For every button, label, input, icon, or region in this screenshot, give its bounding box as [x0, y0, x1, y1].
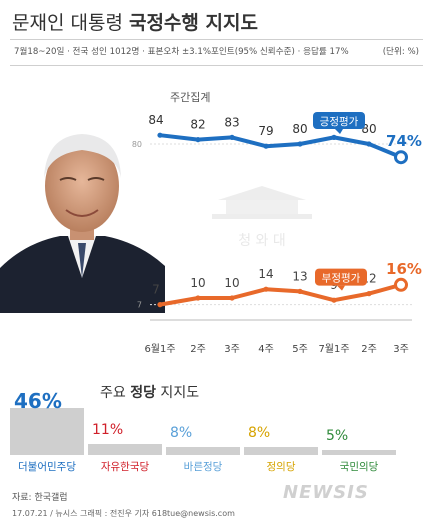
- header-divider-top: [10, 39, 423, 40]
- series-negative: 71010141391216%부정평가: [152, 260, 422, 308]
- data-point: [366, 141, 372, 147]
- data-point: [157, 132, 163, 138]
- approval-trend-chart: 주간집계 청 와 대 780 8482837980838074%긍정평가7101…: [132, 91, 422, 355]
- data-point-last: [394, 277, 408, 292]
- data-point-last: [394, 150, 408, 165]
- data-point: [263, 286, 269, 292]
- party-bar: [244, 446, 318, 455]
- party-name: 더불어민주당: [18, 461, 76, 473]
- x-tick-label: 3주: [393, 344, 409, 355]
- party-value: 11%: [92, 421, 124, 438]
- data-label: 13: [292, 269, 307, 283]
- data-point: [366, 291, 372, 297]
- source-label: 자료: 한국갤럽: [12, 493, 68, 503]
- data-label: 14: [258, 267, 273, 281]
- data-point: [229, 134, 235, 140]
- credit-label: 17.07.21 / 뉴시스 그래픽 : 전진우 기자 618tue@newsi…: [12, 509, 235, 518]
- cheongwadae-building-icon: 청 와 대: [212, 186, 312, 249]
- president-portrait: [0, 134, 165, 313]
- data-label: 74%: [386, 132, 422, 150]
- series-line: [159, 133, 402, 160]
- party-value: 5%: [326, 427, 349, 444]
- data-label: 10: [190, 276, 205, 290]
- party-bar: [88, 443, 162, 455]
- data-label: 80: [361, 122, 376, 136]
- survey-info-row: 7월18~20일 · 전국 성인 1012명 · 표본오차 ±3.1%포인트(9…: [14, 45, 419, 57]
- building-label: 청 와 대: [238, 233, 286, 249]
- x-tick-label: 3주: [224, 344, 240, 355]
- y-tick-label: 80: [132, 140, 142, 149]
- data-point: [297, 288, 303, 294]
- data-point: [195, 295, 201, 301]
- data-point: [195, 137, 201, 143]
- series-name: 부정평가: [322, 273, 361, 285]
- data-label: 80: [292, 122, 307, 136]
- x-tick-label: 2주: [361, 344, 377, 355]
- data-point: [157, 302, 163, 308]
- survey-info: 7월18~20일 · 전국 성인 1012명 · 표본오차 ±3.1%포인트(9…: [14, 47, 349, 57]
- data-label: 10: [224, 276, 239, 290]
- party-bar: [166, 446, 240, 455]
- x-tick-label: 6월1주: [144, 343, 175, 355]
- series-name: 긍정평가: [320, 116, 359, 128]
- trend-subtitle: 주간집계: [170, 91, 210, 104]
- data-label: 16%: [386, 260, 422, 278]
- data-label: 79: [258, 124, 273, 138]
- newsis-watermark: NEWSIS: [283, 482, 369, 503]
- y-tick-label: 7: [137, 301, 142, 310]
- x-tick-label: 4주: [258, 344, 274, 355]
- party-name: 자유한국당: [100, 461, 150, 473]
- party-chart-title: 주요 정당 지지도: [100, 385, 200, 401]
- data-point: [331, 297, 337, 303]
- party-name: 국민의당: [339, 461, 379, 473]
- data-label: 7: [152, 283, 160, 297]
- party-name: 바른정당: [183, 461, 223, 473]
- party-value: 8%: [170, 424, 193, 441]
- party-value: 46%: [14, 389, 62, 413]
- series-name-pill: 부정평가: [315, 268, 367, 291]
- party-value: 8%: [248, 424, 271, 441]
- party-name: 정의당: [266, 461, 296, 473]
- series-line: [159, 282, 402, 307]
- data-point: [297, 141, 303, 147]
- header-divider-bottom: [10, 65, 423, 66]
- data-label: 82: [190, 118, 205, 132]
- data-label: 84: [148, 113, 163, 127]
- x-tick-label: 5주: [292, 344, 308, 355]
- unit-label: (단위: %): [382, 47, 419, 57]
- series-name-pill: 긍정평가: [313, 112, 365, 134]
- page-title: 문재인 대통령 국정수행 지지도: [12, 12, 258, 34]
- x-tick-label: 7월1주: [318, 343, 349, 355]
- data-point: [263, 143, 269, 149]
- x-tick-label: 2주: [190, 344, 206, 355]
- series-positive: 8482837980838074%긍정평가: [148, 112, 422, 165]
- data-point: [229, 295, 235, 301]
- data-label: 83: [224, 115, 239, 129]
- party-bar: [10, 408, 84, 455]
- data-point: [331, 134, 337, 140]
- party-bar: [322, 449, 396, 455]
